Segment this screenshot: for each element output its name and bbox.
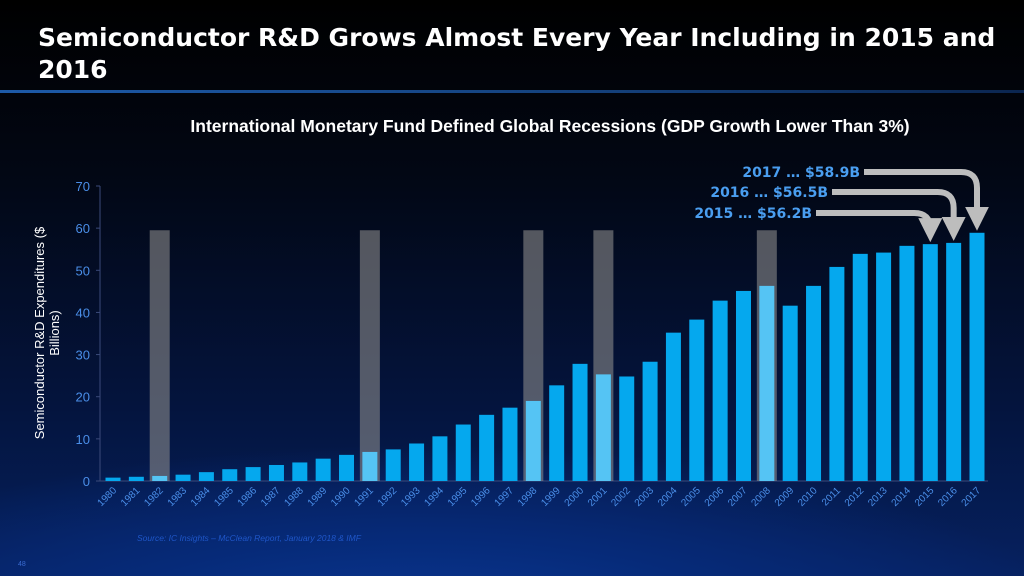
x-tick-label: 1982 xyxy=(142,485,166,509)
x-tick-label: 2016 xyxy=(936,485,960,509)
x-tick-label: 1986 xyxy=(236,485,260,509)
x-tick-label: 1998 xyxy=(516,485,540,509)
recession-band-1991 xyxy=(359,230,380,481)
x-tick-label: 2007 xyxy=(726,485,750,509)
bar-2007 xyxy=(735,290,751,481)
bar-2015 xyxy=(922,244,938,481)
x-tick-label: 1981 xyxy=(119,485,143,509)
annotation-2016: 2016 … $56.5B xyxy=(710,185,828,201)
bar-2017 xyxy=(969,232,985,481)
bar-2003 xyxy=(642,361,658,481)
x-tick-label: 1991 xyxy=(352,485,376,509)
bar-1988 xyxy=(292,462,308,481)
y-tick-label: 0 xyxy=(83,474,90,489)
y-tick-label: 40 xyxy=(76,305,90,320)
page-number: 48 xyxy=(18,561,26,568)
annotation-2015: 2015 … $56.2B xyxy=(694,206,812,222)
x-tick-label: 1999 xyxy=(539,485,563,509)
bar-1987 xyxy=(268,464,284,481)
chart-title: International Monetary Fund Defined Glob… xyxy=(190,116,910,136)
bar-2016 xyxy=(946,242,962,481)
x-tick-label: 1987 xyxy=(259,485,283,509)
x-tick-label: 2014 xyxy=(890,485,914,509)
x-tick-label: 2001 xyxy=(586,485,610,509)
bar-2006 xyxy=(712,300,728,481)
x-tick-label: 1993 xyxy=(399,485,423,509)
bar-2011 xyxy=(829,266,845,481)
x-tick-label: 1992 xyxy=(376,485,400,509)
y-tick-label: 30 xyxy=(76,348,90,363)
bar-1996 xyxy=(479,414,495,481)
bar-1989 xyxy=(315,458,331,481)
bar-1990 xyxy=(339,454,355,481)
x-tick-label: 1990 xyxy=(329,485,353,509)
bar-1982 xyxy=(152,475,168,481)
x-tick-label: 2012 xyxy=(843,485,867,509)
bar-1991 xyxy=(362,451,378,481)
source-note: Source: IC Insights – McClean Report, Ja… xyxy=(137,533,361,543)
bar-1986 xyxy=(245,467,261,481)
x-tick-label: 2002 xyxy=(609,485,633,509)
y-tick-label: 10 xyxy=(76,432,90,447)
bar-2002 xyxy=(619,376,635,481)
bar-2008 xyxy=(759,285,775,481)
x-tick-label: 2011 xyxy=(820,485,843,508)
bar-2012 xyxy=(852,253,868,481)
bar-1993 xyxy=(409,443,425,481)
x-tick-label: 2008 xyxy=(749,485,773,509)
x-tick-label: 2003 xyxy=(633,485,657,509)
x-tick-label: 2010 xyxy=(796,485,820,509)
bar-1983 xyxy=(175,474,191,481)
x-tick-label: 1989 xyxy=(306,485,330,509)
x-tick-label: 2009 xyxy=(773,485,797,509)
x-tick-label: 2006 xyxy=(703,485,727,509)
y-tick-label: 50 xyxy=(76,263,90,278)
bar-1985 xyxy=(222,469,238,481)
x-tick-label: 1988 xyxy=(282,485,306,509)
title-divider xyxy=(0,90,1024,93)
x-tick-label: 2000 xyxy=(563,485,587,509)
x-tick-label: 1985 xyxy=(212,485,236,509)
bar-1981 xyxy=(128,476,144,481)
annotation-2017: 2017 … $58.9B xyxy=(742,165,860,181)
bar-1980 xyxy=(105,477,121,481)
x-tick-label: 1983 xyxy=(166,485,190,509)
x-tick-label: 2015 xyxy=(913,485,937,509)
x-tick-label: 2017 xyxy=(960,485,984,509)
bar-2014 xyxy=(899,245,915,481)
bar-2009 xyxy=(782,305,798,481)
x-tick-label: 2004 xyxy=(656,485,680,509)
x-tick-label: 1994 xyxy=(423,485,447,509)
bar-2000 xyxy=(572,363,588,481)
y-tick-label: 20 xyxy=(76,390,90,405)
y-tick-label: 60 xyxy=(76,221,90,236)
arrow-2016 xyxy=(832,189,966,241)
recession-band-1982 xyxy=(149,230,170,481)
x-tick-label: 1996 xyxy=(469,485,493,509)
bar-2013 xyxy=(876,252,892,481)
y-tick-label: 70 xyxy=(76,179,90,194)
x-tick-label: 2013 xyxy=(866,485,890,509)
bar-2010 xyxy=(806,285,822,481)
bar-1999 xyxy=(549,385,565,481)
bar-1992 xyxy=(385,449,401,481)
bar-1994 xyxy=(432,436,448,481)
bar-1984 xyxy=(198,472,214,481)
bar-2004 xyxy=(665,332,681,481)
slide-title: Semiconductor R&D Grows Almost Every Yea… xyxy=(38,23,996,84)
bar-1997 xyxy=(502,407,518,481)
x-tick-label: 1980 xyxy=(96,485,120,509)
x-tick-label: 2005 xyxy=(679,485,703,509)
arrow-2015 xyxy=(816,210,943,243)
bar-1995 xyxy=(455,424,471,481)
bar-2005 xyxy=(689,319,705,481)
x-tick-label: 1995 xyxy=(446,485,470,509)
x-tick-label: 1997 xyxy=(493,485,517,509)
x-tick-label: 1984 xyxy=(189,485,213,509)
arrow-2017 xyxy=(864,169,989,231)
y-axis-label: Semiconductor R&D Expenditures ($ Billio… xyxy=(32,226,62,440)
bar-1998 xyxy=(525,400,541,481)
bar-2001 xyxy=(595,374,611,481)
